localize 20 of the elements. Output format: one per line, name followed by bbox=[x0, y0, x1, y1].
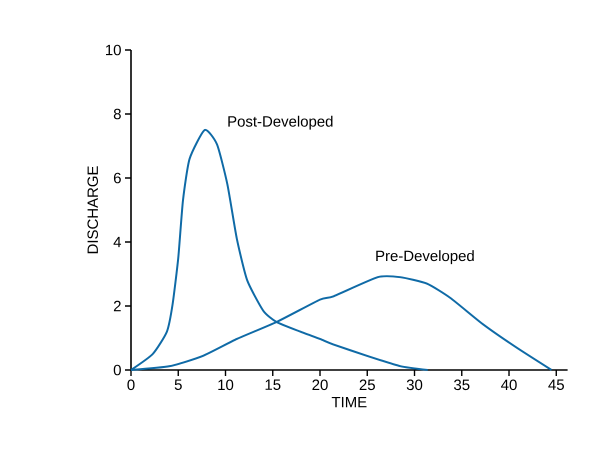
y-tick-label: 2 bbox=[114, 300, 121, 312]
x-tick-label: 20 bbox=[312, 380, 328, 390]
x-tick-label: 15 bbox=[266, 380, 280, 390]
y-tick-label: 0 bbox=[114, 364, 121, 376]
x-tick-label: 45 bbox=[548, 380, 564, 390]
series-label: Post-Developed bbox=[228, 116, 332, 130]
y-tick-label: 8 bbox=[114, 108, 121, 120]
x-tick-label: 40 bbox=[501, 380, 517, 390]
x-tick-label: 10 bbox=[218, 380, 234, 390]
y-tick-label: 4 bbox=[114, 236, 122, 248]
x-tick-label: 25 bbox=[360, 380, 375, 390]
x-tick-label: 30 bbox=[406, 380, 422, 390]
y-axis-title: DISCHARGE bbox=[87, 166, 98, 254]
x-axis-title: TIME bbox=[332, 396, 367, 408]
x-tick-label: 35 bbox=[454, 380, 470, 390]
x-tick-label: 5 bbox=[174, 380, 182, 390]
y-tick-label: 10 bbox=[106, 44, 121, 56]
y-tick-label: 6 bbox=[114, 172, 121, 184]
x-tick-label: 0 bbox=[127, 380, 135, 390]
series-label: Pre-Developed bbox=[376, 250, 474, 264]
